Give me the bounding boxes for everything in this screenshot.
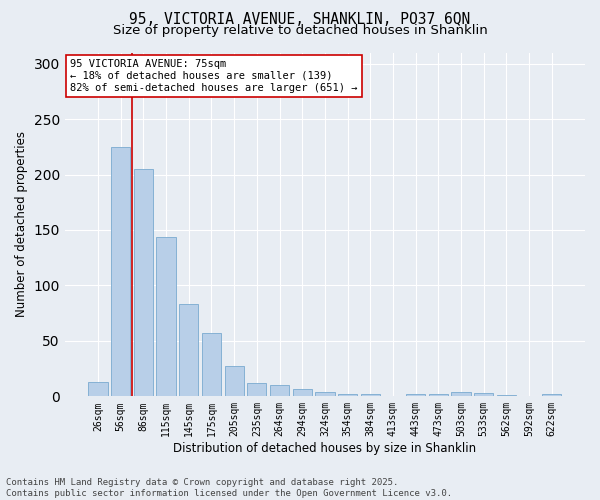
Bar (451, 392, 470, 396)
Bar (134, 169, 153, 396)
Bar (247, 383, 266, 396)
Bar (338, 394, 357, 396)
Bar (406, 394, 425, 396)
Bar (202, 333, 221, 396)
X-axis label: Distribution of detached houses by size in Shanklin: Distribution of detached houses by size … (173, 442, 476, 455)
Text: 95, VICTORIA AVENUE, SHANKLIN, PO37 6QN: 95, VICTORIA AVENUE, SHANKLIN, PO37 6QN (130, 12, 470, 28)
Y-axis label: Number of detached properties: Number of detached properties (15, 132, 28, 318)
Bar (224, 366, 244, 396)
Text: Size of property relative to detached houses in Shanklin: Size of property relative to detached ho… (113, 24, 487, 37)
Bar (157, 236, 176, 396)
Bar (179, 304, 199, 396)
Text: 95 VICTORIA AVENUE: 75sqm
← 18% of detached houses are smaller (139)
82% of semi: 95 VICTORIA AVENUE: 75sqm ← 18% of detac… (70, 60, 358, 92)
Bar (270, 385, 289, 396)
Bar (293, 388, 312, 396)
Bar (88, 382, 108, 396)
Text: Contains HM Land Registry data © Crown copyright and database right 2025.
Contai: Contains HM Land Registry data © Crown c… (6, 478, 452, 498)
Bar (361, 394, 380, 396)
Bar (497, 395, 516, 396)
Bar (474, 393, 493, 396)
Bar (428, 394, 448, 396)
Bar (315, 392, 335, 396)
Bar (111, 147, 130, 396)
Bar (542, 394, 562, 396)
